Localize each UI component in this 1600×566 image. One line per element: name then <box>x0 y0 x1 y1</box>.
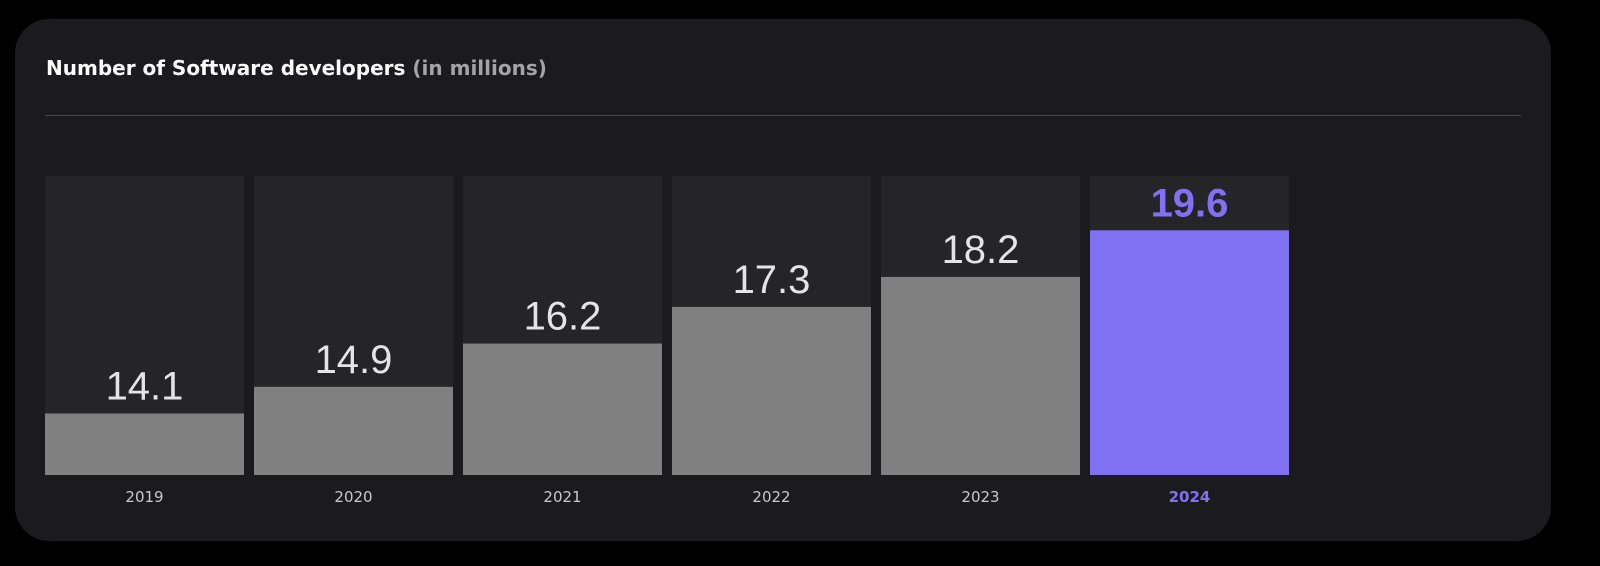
category-label-2019: 2019 <box>125 488 163 506</box>
bar-2022 <box>672 306 871 475</box>
chart-title-main: Number of Software developers <box>46 56 406 80</box>
value-label-2019: 14.1 <box>106 364 184 408</box>
category-label-2020: 2020 <box>334 488 372 506</box>
category-label-2024: 2024 <box>1169 488 1211 506</box>
value-label-2024: 19.6 <box>1151 181 1229 225</box>
bar-2021 <box>463 343 662 475</box>
title-divider <box>45 115 1521 116</box>
category-label-2022: 2022 <box>752 488 790 506</box>
chart-title: Number of Software developers (in millio… <box>46 54 547 82</box>
value-label-2020: 14.9 <box>315 338 393 382</box>
category-label-2023: 2023 <box>961 488 999 506</box>
bar-2023 <box>881 276 1080 475</box>
bar-2020 <box>254 386 453 475</box>
value-label-2021: 16.2 <box>524 295 602 339</box>
value-label-2023: 18.2 <box>942 228 1020 272</box>
chart-title-unit: (in millions) <box>412 56 547 80</box>
bar-2024 <box>1090 230 1289 475</box>
value-label-2022: 17.3 <box>733 258 811 302</box>
category-label-2021: 2021 <box>543 488 581 506</box>
bar-2019 <box>45 413 244 475</box>
